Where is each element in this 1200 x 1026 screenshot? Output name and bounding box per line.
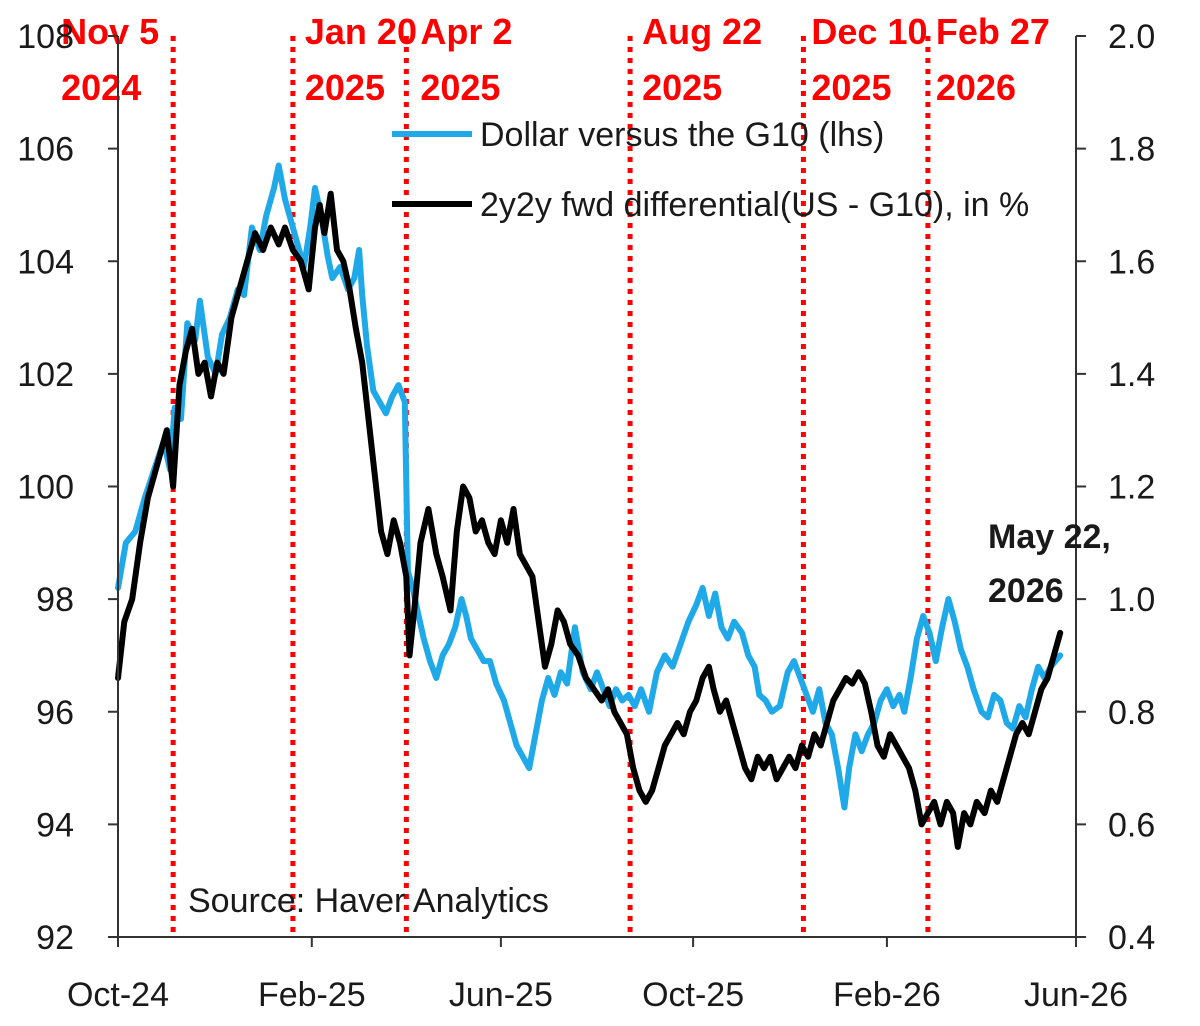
- right-tick-label: 1.6: [1108, 243, 1155, 281]
- event-label-4-line2: 2025: [811, 67, 891, 108]
- source-note: Source: Haver Analytics: [188, 882, 549, 920]
- right-tick-label: 1.4: [1108, 356, 1155, 394]
- x-tick-label: Oct-24: [67, 976, 169, 1014]
- event-label-0-line2: 2024: [61, 67, 141, 108]
- x-tick-label: Jun-26: [1024, 976, 1128, 1014]
- right-tick-label: 0.8: [1108, 694, 1155, 732]
- legend-label-differential: 2y2y fwd differential(US - G10), in %: [480, 186, 1029, 224]
- x-tick-label: Feb-26: [833, 976, 941, 1014]
- event-label-2-line2: 2025: [420, 67, 500, 108]
- left-tick-label: 96: [36, 694, 74, 732]
- end-note-line1: May 22,: [988, 518, 1111, 556]
- x-tick-label: Feb-25: [258, 976, 366, 1014]
- end-note-line2: 2026: [988, 572, 1064, 610]
- event-label-1-line1: Jan 20: [305, 11, 417, 52]
- series-lines: [115, 162, 1064, 850]
- right-tick-label: 0.4: [1108, 919, 1155, 957]
- event-label-2-line1: Apr 2: [420, 11, 512, 52]
- legend: Dollar versus the G10 (lhs) 2y2y fwd dif…: [392, 116, 1029, 224]
- event-label-5-line1: Feb 27: [936, 11, 1050, 52]
- right-tick-label: 1.8: [1108, 131, 1155, 169]
- event-label-1-line2: 2025: [305, 67, 385, 108]
- event-label-5-line2: 2026: [936, 67, 1016, 108]
- left-tick-label: 104: [17, 243, 74, 281]
- x-axis-ticks: Oct-24 Feb-25 Jun-25 Oct-25 Feb-26 Jun-26: [67, 937, 1128, 1014]
- left-tick-label: 98: [36, 581, 74, 619]
- right-tick-label: 1.2: [1108, 469, 1155, 507]
- left-tick-label: 100: [17, 469, 74, 507]
- left-tick-label: 102: [17, 356, 74, 394]
- right-tick-label: 2.0: [1108, 18, 1155, 56]
- right-tick-label: 0.6: [1108, 806, 1155, 844]
- x-tick-label: Jun-25: [449, 976, 553, 1014]
- event-label-3-line2: 2025: [642, 67, 722, 108]
- left-axis-ticks: 92 94 96 98 100 102 104 106 108: [17, 18, 118, 957]
- event-label-4-line1: Dec 10: [811, 11, 927, 52]
- legend-label-dollar: Dollar versus the G10 (lhs): [480, 116, 884, 154]
- right-axis-ticks: 0.4 0.6 0.8 1.0 1.2 1.4 1.6 1.8 2.0: [1076, 18, 1155, 957]
- event-label-3-line1: Aug 22: [642, 11, 762, 52]
- x-tick-label: Oct-25: [642, 976, 744, 1014]
- left-tick-label: 108: [17, 18, 74, 56]
- left-tick-label: 92: [36, 919, 74, 957]
- event-label-0-line1: Nov 5: [61, 11, 159, 52]
- right-tick-label: 1.0: [1108, 581, 1155, 619]
- series-line-dollar: [115, 162, 1064, 811]
- series-line-differential: [115, 190, 1064, 850]
- left-tick-label: 106: [17, 131, 74, 169]
- left-tick-label: 94: [36, 806, 74, 844]
